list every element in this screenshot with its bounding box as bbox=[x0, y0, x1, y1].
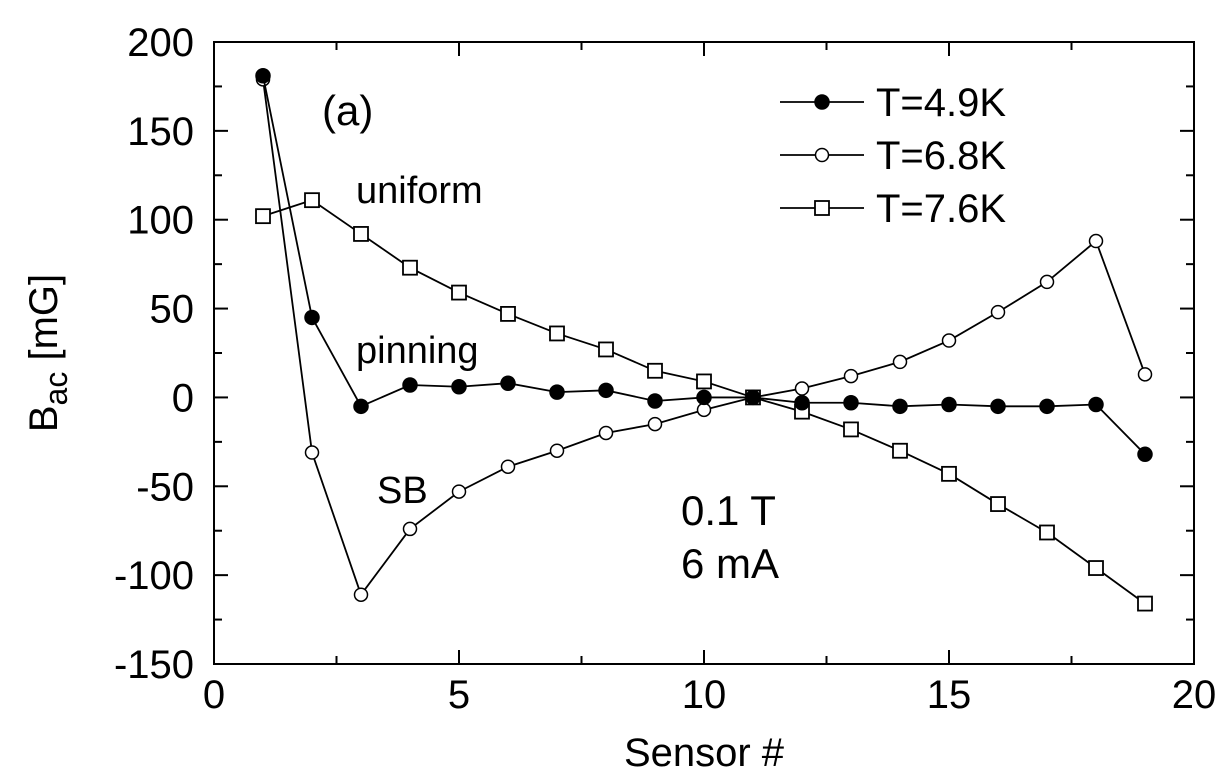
x-tick-label: 15 bbox=[927, 673, 972, 717]
y-axis-title-unit: [mG] bbox=[22, 274, 66, 372]
data-point bbox=[598, 382, 614, 399]
data-point bbox=[549, 384, 565, 400]
data-point bbox=[549, 443, 565, 458]
legend-label: T=4.9K bbox=[876, 81, 1006, 125]
series-layer bbox=[255, 68, 1153, 612]
data-point bbox=[892, 442, 908, 459]
data-point bbox=[941, 465, 957, 482]
legend-label: T=7.6K bbox=[876, 187, 1006, 231]
data-point bbox=[451, 484, 467, 499]
data-point bbox=[990, 304, 1006, 320]
data-point bbox=[990, 398, 1006, 415]
legend: T=4.9K T=6.8K T=7.6K bbox=[780, 81, 1006, 231]
data-point bbox=[255, 208, 271, 225]
data-point bbox=[696, 402, 712, 418]
y-axis-title-subscript: ac bbox=[38, 372, 74, 406]
series-0 bbox=[255, 68, 1153, 463]
x-tick-label: 10 bbox=[682, 673, 727, 717]
x-tick-label: 5 bbox=[448, 673, 470, 717]
series-2 bbox=[255, 192, 1153, 612]
data-point bbox=[941, 396, 957, 413]
annotation-pinning: pinning bbox=[356, 330, 479, 372]
y-axis-title-main: B bbox=[22, 405, 66, 432]
data-point bbox=[402, 521, 418, 537]
y-tick-label: -100 bbox=[114, 554, 194, 598]
data-point bbox=[892, 398, 908, 415]
annotation-uniform: uniform bbox=[356, 170, 483, 212]
data-point bbox=[304, 445, 320, 460]
legend-marker bbox=[814, 200, 830, 216]
data-point bbox=[794, 381, 810, 396]
y-tick-label: 150 bbox=[127, 110, 194, 154]
y-axis-title: Bac [mG] bbox=[22, 274, 74, 432]
data-point bbox=[500, 459, 516, 474]
data-point bbox=[451, 379, 467, 395]
data-point bbox=[647, 393, 663, 409]
legend-item: T=4.9K bbox=[780, 81, 1006, 125]
data-point bbox=[1137, 595, 1153, 612]
annotation-sb: SB bbox=[377, 470, 428, 512]
legend-item: T=6.8K bbox=[780, 134, 1006, 178]
data-point bbox=[1088, 560, 1104, 576]
data-point bbox=[598, 425, 614, 441]
annotation-field: 0.1 T bbox=[681, 487, 776, 534]
data-point bbox=[1137, 367, 1153, 382]
data-point bbox=[1088, 396, 1104, 413]
tick-labels: 0 5 10 15 20 -150 -100 -50 0 50 100 150 200 bbox=[114, 21, 1216, 717]
y-tick-label: 100 bbox=[127, 199, 194, 243]
data-point bbox=[647, 416, 663, 432]
data-point bbox=[794, 395, 810, 411]
y-tick-label: -50 bbox=[136, 465, 194, 509]
x-tick-label: 0 bbox=[203, 673, 225, 717]
data-point bbox=[1137, 446, 1153, 463]
data-point bbox=[549, 325, 565, 342]
y-tick-label: 0 bbox=[172, 376, 194, 420]
data-point bbox=[304, 309, 320, 326]
data-point bbox=[843, 368, 859, 384]
data-point bbox=[255, 68, 271, 84]
y-tick-label: -150 bbox=[114, 643, 194, 687]
data-point bbox=[892, 354, 908, 370]
data-point bbox=[500, 375, 516, 391]
data-point bbox=[696, 373, 712, 390]
panel-label: (a) bbox=[322, 87, 373, 134]
data-point bbox=[1088, 233, 1104, 249]
plot-frame bbox=[213, 41, 1195, 665]
y-tick-label: 50 bbox=[150, 288, 195, 332]
data-point bbox=[843, 395, 859, 411]
data-point bbox=[1039, 274, 1055, 290]
data-point bbox=[402, 377, 418, 393]
data-point bbox=[353, 587, 369, 602]
data-point bbox=[402, 259, 418, 276]
legend-label: T=6.8K bbox=[876, 134, 1006, 178]
data-point bbox=[353, 398, 369, 415]
data-point bbox=[745, 389, 761, 406]
data-point bbox=[451, 284, 467, 301]
data-point bbox=[990, 496, 1006, 512]
data-point bbox=[304, 192, 320, 209]
data-point bbox=[696, 389, 712, 406]
legend-item: T=7.6K bbox=[780, 187, 1006, 231]
data-point bbox=[647, 362, 663, 379]
annotation-current: 6 mA bbox=[681, 540, 779, 587]
data-point bbox=[941, 333, 957, 348]
data-point bbox=[353, 226, 369, 242]
x-axis-title: Sensor # bbox=[624, 731, 785, 775]
data-point bbox=[500, 306, 516, 322]
data-point bbox=[1039, 398, 1055, 415]
legend-marker bbox=[814, 94, 830, 110]
data-point bbox=[1039, 524, 1055, 541]
legend-marker bbox=[814, 147, 830, 163]
y-tick-label: 200 bbox=[127, 21, 194, 65]
data-point bbox=[598, 341, 614, 358]
x-tick-label: 20 bbox=[1172, 673, 1217, 717]
data-point bbox=[843, 421, 859, 438]
